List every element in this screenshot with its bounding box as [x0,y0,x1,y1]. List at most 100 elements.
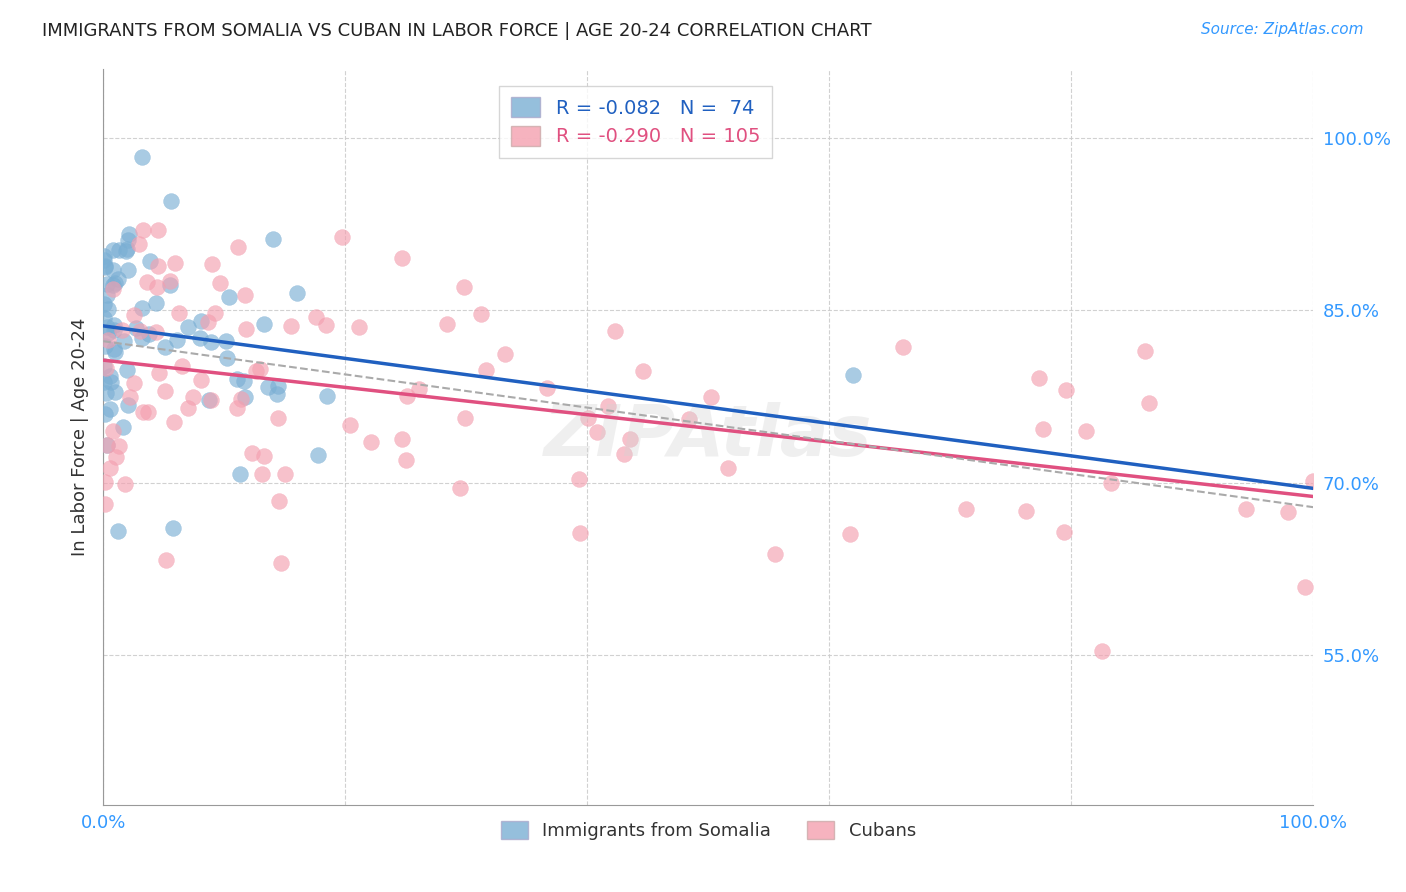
Point [266,411,288,425]
Point [1302,474,1324,488]
Point [97,333,120,347]
Point [101,277,124,292]
Point [94,360,117,375]
Point [262,231,284,245]
Point [1054,383,1077,397]
Point [226,372,249,386]
Point [97,326,120,340]
Point [1074,425,1097,439]
Point [569,525,592,540]
Point [598,399,620,413]
Point [188,331,211,345]
Point [98,461,121,475]
Point [280,318,302,333]
Point [177,320,200,334]
Point [181,390,204,404]
Point [347,320,370,334]
Point [93,375,115,389]
Point [235,322,257,336]
Point [170,359,193,374]
Point [245,364,267,378]
Point [159,278,181,293]
Point [568,472,591,486]
Text: IMMIGRANTS FROM SOMALIA VS CUBAN IN LABOR FORCE | AGE 20-24 CORRELATION CHART: IMMIGRANTS FROM SOMALIA VS CUBAN IN LABO… [42,22,872,40]
Point [101,282,124,296]
Point [131,150,153,164]
Point [128,237,150,252]
Point [93,296,115,310]
Point [842,368,865,382]
Point [215,351,238,366]
Point [1277,505,1299,519]
Point [252,449,274,463]
Point [155,340,177,354]
Point [104,385,127,400]
Point [226,240,249,254]
Point [190,373,212,387]
Point [576,411,599,425]
Point [104,277,127,291]
Point [267,494,290,508]
Point [146,222,169,236]
Point [267,379,290,393]
Point [97,302,120,317]
Point [1032,422,1054,436]
Point [153,384,176,399]
Point [391,251,413,265]
Point [200,393,222,408]
Point [118,227,141,241]
Point [177,401,200,416]
Point [132,405,155,419]
Point [103,318,125,332]
Point [160,194,183,208]
Point [132,222,155,236]
Point [1294,580,1316,594]
Point [98,369,121,384]
Point [470,307,492,321]
Point [146,259,169,273]
Point [112,420,135,434]
Point [139,254,162,268]
Point [233,374,256,388]
Point [717,461,740,475]
Text: ZIPAtlas: ZIPAtlas [544,402,873,471]
Point [129,324,152,338]
Point [1028,371,1050,385]
Point [145,326,167,340]
Point [201,257,224,271]
Point [167,306,190,320]
Point [250,467,273,481]
Point [103,343,125,357]
Point [122,308,145,322]
Point [200,335,222,350]
Point [93,249,115,263]
Point [891,340,914,354]
Point [233,390,256,404]
Point [94,475,117,489]
Point [114,477,136,491]
Point [633,364,655,378]
Point [436,317,458,331]
Point [315,318,337,332]
Point [101,243,124,257]
Y-axis label: In Labor Force | Age 20-24: In Labor Force | Age 20-24 [72,318,89,556]
Point [240,445,263,459]
Point [395,453,418,467]
Point [96,438,118,452]
Point [197,315,219,329]
Point [955,501,977,516]
Point [117,233,139,247]
Text: Source: ZipAtlas.com: Source: ZipAtlas.com [1201,22,1364,37]
Point [1015,504,1038,518]
Point [235,288,257,302]
Point [93,407,115,421]
Point [285,286,308,301]
Point [155,553,177,567]
Point [96,277,118,291]
Point [93,253,115,268]
Point [229,392,252,407]
Point [249,362,271,376]
Point [839,526,862,541]
Point [330,230,353,244]
Point [253,317,276,331]
